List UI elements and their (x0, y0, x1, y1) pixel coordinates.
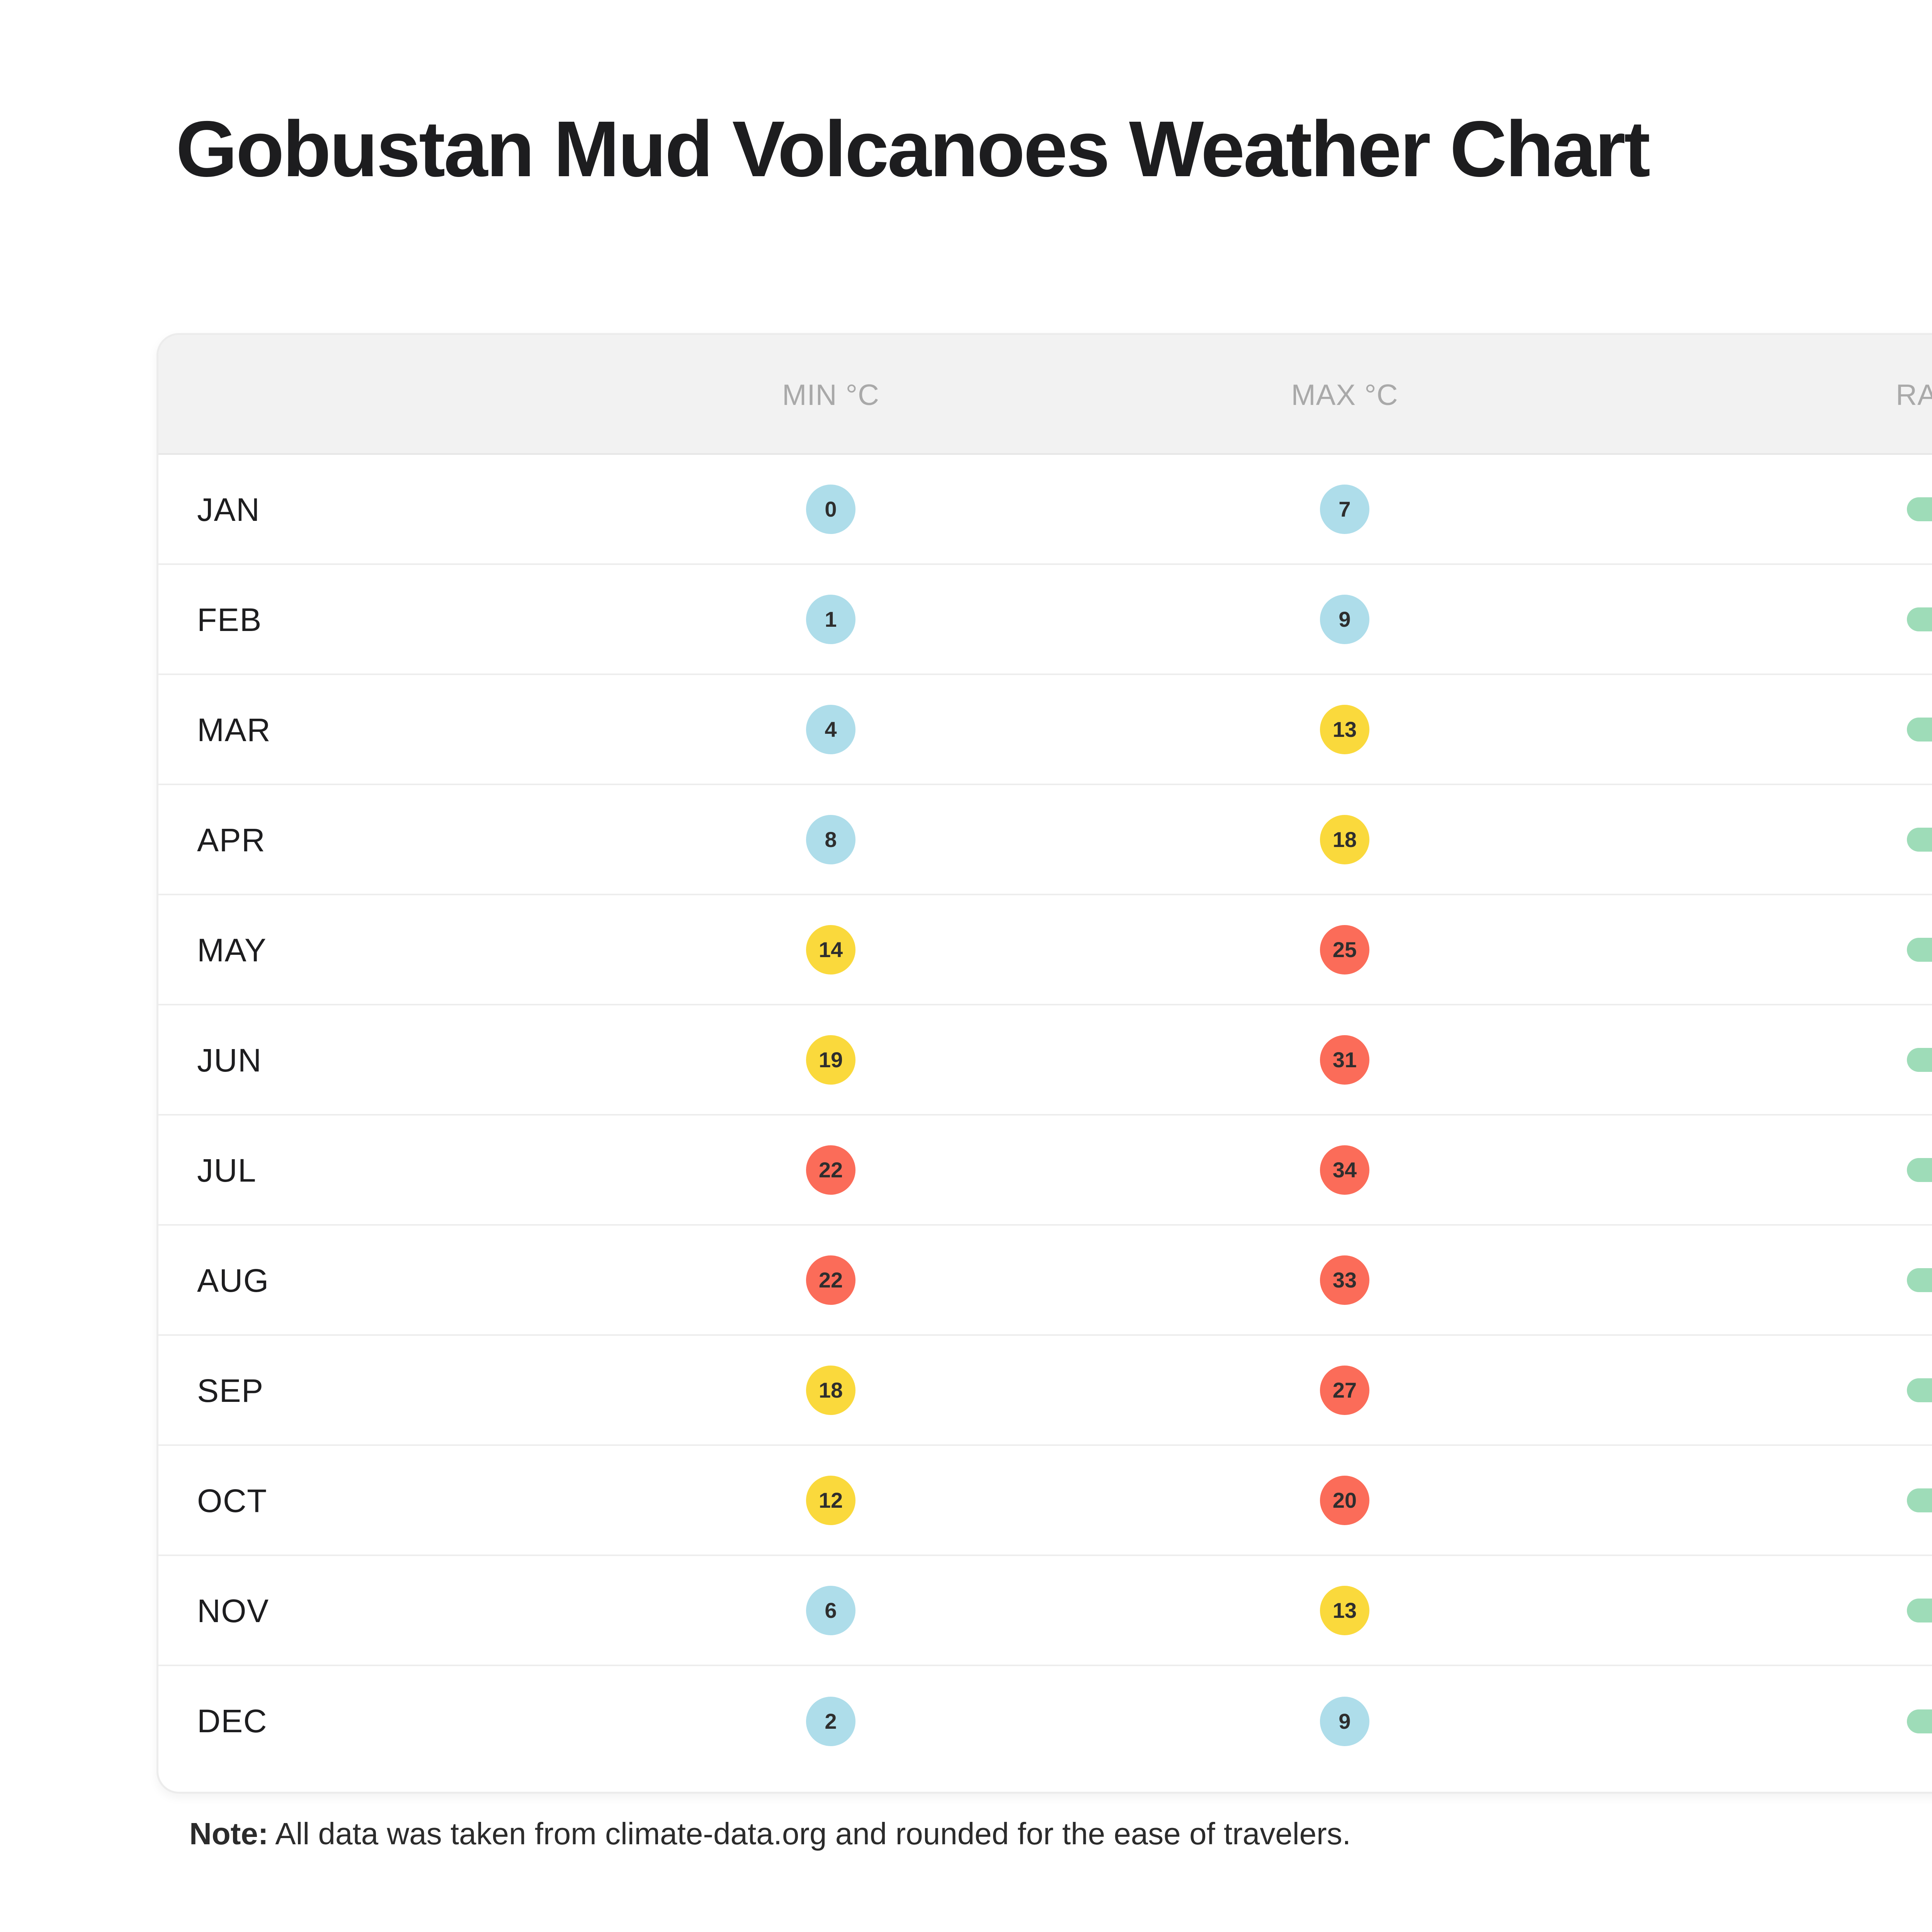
rainfall-slider[interactable]: 10 (1907, 1158, 1932, 1182)
month-label: MAY (197, 932, 267, 968)
month-label: NOV (197, 1593, 269, 1629)
weather-table-card: MIN °C MAX °C RAINFALL (mm) JAN0727FEB19… (156, 333, 1932, 1794)
table-row: AUG 22 33 9 (158, 1226, 1932, 1336)
table-row: OCT 12 20 38 (158, 1446, 1932, 1556)
table-row: JUL 22 34 10 (158, 1116, 1932, 1226)
rainfall-slider-fill (1907, 1268, 1932, 1292)
rainfall-slider[interactable]: 44 (1907, 717, 1932, 742)
min-temp-badge: 19 (806, 1035, 855, 1085)
page-title: Gobustan Mud Volcanoes Weather Chart (176, 105, 1650, 193)
max-temp-badge: 13 (1320, 1585, 1369, 1635)
rainfall-slider-fill (1907, 497, 1932, 521)
rainfall-slider[interactable]: 39 (1907, 1598, 1932, 1622)
max-temp-badge: 31 (1320, 1035, 1369, 1085)
table-row: FEB 1 9 34 (158, 565, 1932, 675)
table-header-row: MIN °C MAX °C RAINFALL (mm) (158, 335, 1932, 455)
table-row: JUN 19 31 21 (158, 1005, 1932, 1116)
max-temp-badge: 34 (1320, 1145, 1369, 1195)
rainfall-slider-fill (1907, 1488, 1932, 1512)
min-temp-badge: 22 (806, 1255, 855, 1305)
min-temp-badge: 0 (806, 484, 855, 534)
max-temp-badge: 9 (1320, 1696, 1369, 1746)
rainfall-slider-fill (1907, 827, 1932, 852)
min-temp-badge: 6 (806, 1585, 855, 1635)
rainfall-slider-fill (1907, 607, 1932, 631)
month-label: JUL (197, 1152, 257, 1189)
rainfall-slider[interactable]: 31 (1907, 1709, 1932, 1733)
table-row: JAN 0 7 27 (158, 455, 1932, 565)
month-label: SEP (197, 1372, 264, 1409)
min-temp-badge: 2 (806, 1696, 855, 1746)
max-temp-badge: 18 (1320, 815, 1369, 864)
rainfall-slider-fill (1907, 1598, 1932, 1622)
max-temp-badge: 27 (1320, 1365, 1369, 1415)
table-row: MAR 4 13 44 (158, 675, 1932, 785)
rainfall-slider[interactable]: 9 (1907, 1268, 1932, 1292)
rainfall-slider-fill (1907, 1378, 1932, 1402)
min-temp-badge: 12 (806, 1475, 855, 1525)
min-temp-badge: 8 (806, 815, 855, 864)
month-label: JUN (197, 1042, 262, 1078)
month-label: AUG (197, 1262, 269, 1299)
footnote-label: Note: (189, 1816, 269, 1851)
month-label: DEC (197, 1703, 267, 1739)
rainfall-slider[interactable]: 38 (1907, 1488, 1932, 1512)
rainfall-slider[interactable]: 41 (1907, 827, 1932, 852)
column-header-rainfall: RAINFALL (mm) (1896, 378, 1932, 412)
max-temp-badge: 9 (1320, 594, 1369, 644)
table-row: SEP 18 27 27 (158, 1336, 1932, 1446)
table-body: JAN0727FEB1934MAR41344APR81841MAY142536J… (158, 455, 1932, 1776)
max-temp-badge: 7 (1320, 484, 1369, 534)
rainfall-slider[interactable]: 27 (1907, 1378, 1932, 1402)
footnote: Note: All data was taken from climate-da… (189, 1816, 1351, 1852)
column-header-max: MAX °C (1291, 378, 1398, 412)
min-temp-badge: 14 (806, 925, 855, 975)
min-temp-badge: 22 (806, 1145, 855, 1195)
min-temp-badge: 18 (806, 1365, 855, 1415)
rainfall-slider[interactable]: 34 (1907, 607, 1932, 631)
month-label: MAR (197, 712, 271, 748)
rainfall-slider-fill (1907, 1709, 1932, 1733)
footnote-text: All data was taken from climate-data.org… (268, 1816, 1351, 1851)
month-label: APR (197, 822, 266, 858)
month-label: JAN (197, 492, 260, 528)
month-label: FEB (197, 602, 262, 638)
max-temp-badge: 13 (1320, 704, 1369, 754)
rainfall-slider-fill (1907, 1158, 1932, 1182)
month-label: OCT (197, 1483, 267, 1519)
table-row: DEC 2 9 31 (158, 1666, 1932, 1776)
max-temp-badge: 25 (1320, 925, 1369, 975)
table-row: APR 8 18 41 (158, 785, 1932, 895)
rainfall-slider[interactable]: 21 (1907, 1048, 1932, 1072)
max-temp-badge: 33 (1320, 1255, 1369, 1305)
max-temp-badge: 20 (1320, 1475, 1369, 1525)
table-row: NOV 6 13 39 (158, 1556, 1932, 1666)
column-header-min: MIN °C (782, 378, 879, 412)
rainfall-slider[interactable]: 27 (1907, 497, 1932, 521)
table-row: MAY 14 25 36 (158, 895, 1932, 1005)
rainfall-slider-fill (1907, 717, 1932, 742)
rainfall-slider-fill (1907, 937, 1932, 962)
min-temp-badge: 4 (806, 704, 855, 754)
rainfall-slider-fill (1907, 1048, 1932, 1072)
min-temp-badge: 1 (806, 594, 855, 644)
rainfall-slider[interactable]: 36 (1907, 937, 1932, 962)
